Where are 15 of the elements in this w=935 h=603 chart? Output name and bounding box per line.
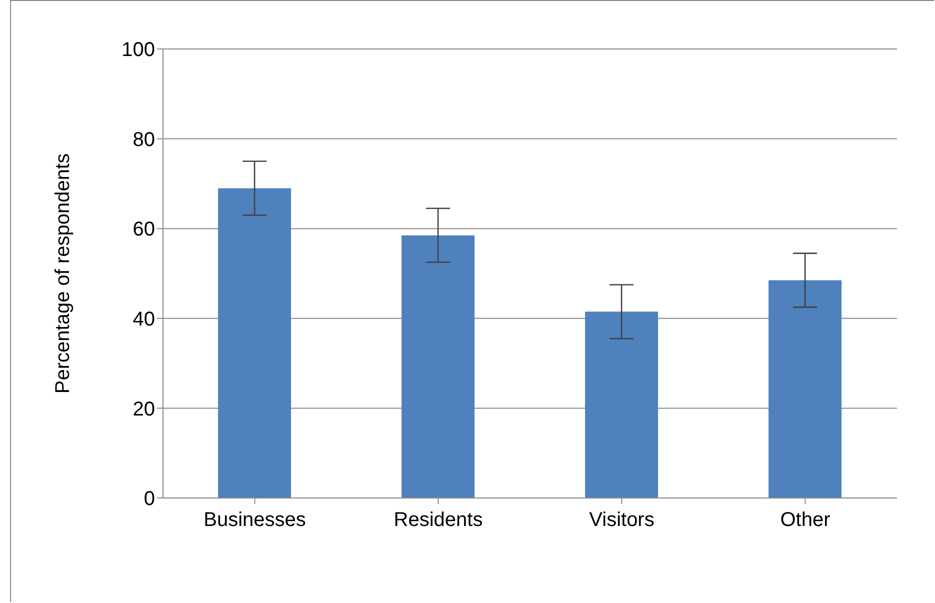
y-tick-label: 80 xyxy=(132,128,155,151)
x-tick-label: Businesses xyxy=(204,509,306,532)
bar xyxy=(218,188,292,498)
y-tick-label: 20 xyxy=(132,398,155,420)
y-axis-title: Percentage of respondents xyxy=(52,153,74,394)
x-tick-label: Residents xyxy=(394,509,483,532)
y-tick-label: 40 xyxy=(132,308,155,330)
bar xyxy=(768,280,842,498)
bar xyxy=(585,312,658,498)
y-tick-label: 100 xyxy=(122,39,155,62)
x-tick-label: Visitors xyxy=(589,509,654,532)
x-tick-label: Other xyxy=(780,509,831,532)
y-tick-label: 60 xyxy=(132,218,155,241)
bar xyxy=(402,235,475,498)
y-tick-label: 0 xyxy=(144,488,155,510)
